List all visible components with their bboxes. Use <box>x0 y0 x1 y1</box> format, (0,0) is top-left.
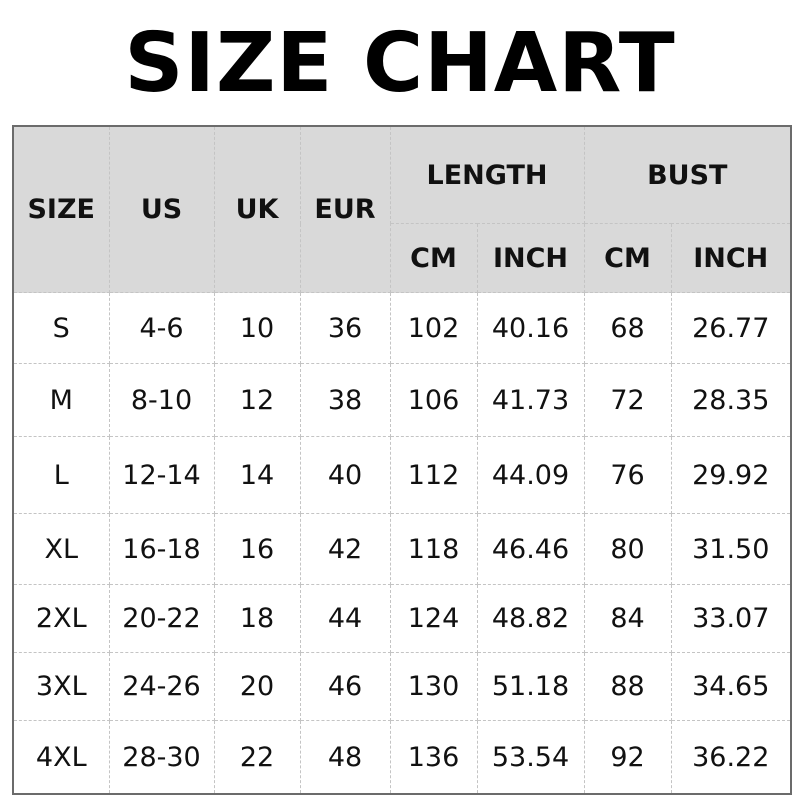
cell-us: 4-6 <box>108 292 215 364</box>
cell-eur: 42 <box>299 513 391 585</box>
cell-eur: 40 <box>299 436 391 514</box>
cell-eur: 48 <box>299 720 391 795</box>
header-row: SIZE US UK EUR LENGTH BUST <box>12 125 792 293</box>
cell-bust-cm: 76 <box>583 436 672 514</box>
header-eur: EUR <box>299 125 391 293</box>
cell-eur: 44 <box>299 584 391 653</box>
cell-uk: 12 <box>213 363 301 437</box>
cell-length-inch: 44.09 <box>476 436 585 514</box>
cell-length-inch: 51.18 <box>476 652 585 721</box>
cell-bust-inch: 36.22 <box>670 720 792 795</box>
cell-size: 2XL <box>12 584 110 653</box>
cell-bust-cm: 68 <box>583 292 672 364</box>
table-row: 2XL 20-22 18 44 124 48.82 84 33.07 <box>12 584 792 653</box>
cell-size: S <box>12 292 110 364</box>
cell-size: L <box>12 436 110 514</box>
cell-length-cm: 136 <box>389 720 478 795</box>
cell-length-cm: 102 <box>389 292 478 364</box>
table-row: XL 16-18 16 42 118 46.46 80 31.50 <box>12 513 792 585</box>
cell-length-cm: 112 <box>389 436 478 514</box>
cell-bust-inch: 33.07 <box>670 584 792 653</box>
cell-size: 4XL <box>12 720 110 795</box>
header-size: SIZE <box>12 125 110 293</box>
cell-bust-cm: 80 <box>583 513 672 585</box>
cell-size: M <box>12 363 110 437</box>
cell-uk: 20 <box>213 652 301 721</box>
cell-us: 8-10 <box>108 363 215 437</box>
cell-bust-inch: 28.35 <box>670 363 792 437</box>
table-row: 4XL 28-30 22 48 136 53.54 92 36.22 <box>12 720 792 795</box>
cell-eur: 38 <box>299 363 391 437</box>
header-uk: UK <box>213 125 301 293</box>
cell-length-cm: 130 <box>389 652 478 721</box>
cell-bust-cm: 92 <box>583 720 672 795</box>
header-bust: BUST <box>583 125 792 224</box>
table-row: 3XL 24-26 20 46 130 51.18 88 34.65 <box>12 652 792 721</box>
cell-length-inch: 53.54 <box>476 720 585 795</box>
cell-us: 28-30 <box>108 720 215 795</box>
cell-uk: 22 <box>213 720 301 795</box>
cell-us: 12-14 <box>108 436 215 514</box>
table-row: S 4-6 10 36 102 40.16 68 26.77 <box>12 292 792 364</box>
cell-eur: 46 <box>299 652 391 721</box>
header-bust-cm: CM <box>583 223 672 293</box>
table-row: L 12-14 14 40 112 44.09 76 29.92 <box>12 436 792 514</box>
cell-bust-inch: 29.92 <box>670 436 792 514</box>
cell-bust-cm: 88 <box>583 652 672 721</box>
cell-us: 16-18 <box>108 513 215 585</box>
cell-bust-inch: 34.65 <box>670 652 792 721</box>
cell-bust-cm: 72 <box>583 363 672 437</box>
page-title: SIZE CHART <box>124 16 676 111</box>
cell-size: 3XL <box>12 652 110 721</box>
header-bust-inch: INCH <box>670 223 792 293</box>
cell-length-inch: 40.16 <box>476 292 585 364</box>
cell-uk: 18 <box>213 584 301 653</box>
cell-eur: 36 <box>299 292 391 364</box>
header-length-cm: CM <box>389 223 478 293</box>
cell-uk: 16 <box>213 513 301 585</box>
header-length: LENGTH <box>389 125 585 224</box>
cell-length-inch: 41.73 <box>476 363 585 437</box>
cell-length-inch: 48.82 <box>476 584 585 653</box>
table-row: M 8-10 12 38 106 41.73 72 28.35 <box>12 363 792 437</box>
header-us: US <box>108 125 215 293</box>
cell-length-inch: 46.46 <box>476 513 585 585</box>
header-length-inch: INCH <box>476 223 585 293</box>
cell-length-cm: 118 <box>389 513 478 585</box>
cell-bust-cm: 84 <box>583 584 672 653</box>
cell-us: 20-22 <box>108 584 215 653</box>
cell-bust-inch: 31.50 <box>670 513 792 585</box>
cell-length-cm: 106 <box>389 363 478 437</box>
cell-us: 24-26 <box>108 652 215 721</box>
cell-uk: 10 <box>213 292 301 364</box>
subheader-row: CM INCH CM INCH <box>13 223 792 293</box>
cell-bust-inch: 26.77 <box>670 292 792 364</box>
cell-size: XL <box>12 513 110 585</box>
cell-length-cm: 124 <box>389 584 478 653</box>
size-chart-table: SIZE US UK EUR LENGTH BUST CM INCH CM IN… <box>12 125 792 795</box>
cell-uk: 14 <box>213 436 301 514</box>
